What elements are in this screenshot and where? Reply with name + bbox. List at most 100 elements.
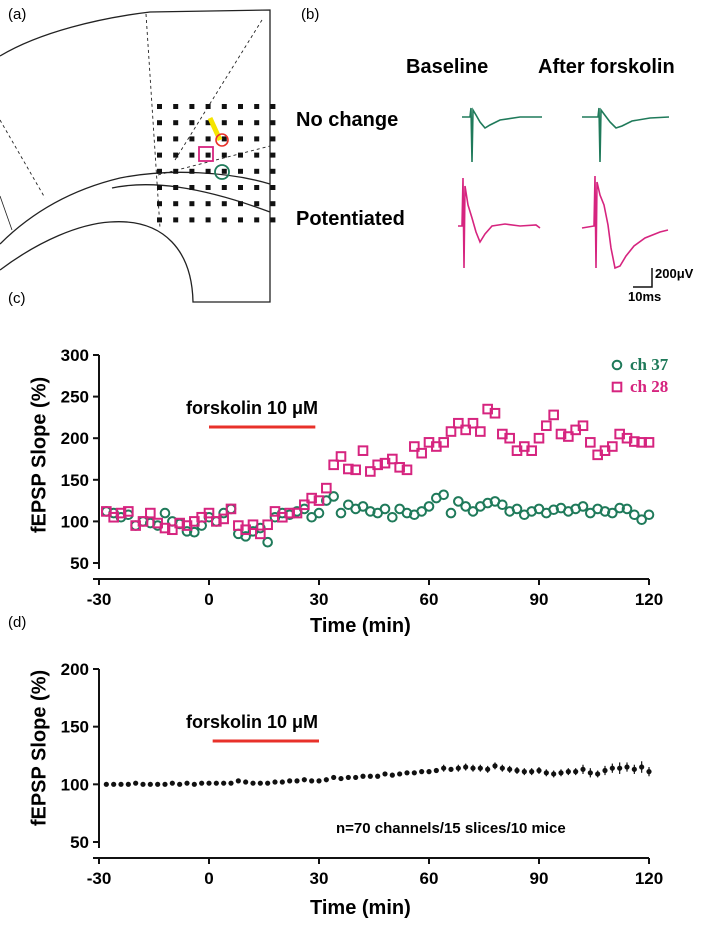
data-point-ch-37 [614, 502, 625, 514]
header-after-forskolin: After forskolin [538, 56, 675, 78]
data-point-ch-28 [174, 517, 185, 529]
electrode [238, 120, 243, 126]
data-point-mean [250, 780, 256, 786]
data-point-ch-28 [526, 445, 537, 456]
data-point-mean [558, 770, 564, 776]
data-point-ch-37 [423, 501, 435, 512]
data-point-mean [243, 779, 249, 785]
data-point-ch-28 [607, 441, 618, 452]
data-point-mean [133, 780, 139, 786]
data-point-ch-37 [453, 496, 464, 507]
data-point-ch-28 [365, 466, 376, 477]
electrode [254, 104, 260, 109]
data-point-mean [323, 777, 329, 783]
data-point-ch-28 [123, 506, 134, 517]
electrode [254, 201, 260, 207]
data-point-ch-37 [629, 509, 640, 521]
data-point-mean [639, 764, 645, 770]
electrode [254, 136, 260, 142]
data-point-mean [426, 769, 432, 775]
scale-bar [633, 268, 653, 288]
data-point-ch-37 [636, 514, 647, 526]
data-point-ch-28 [387, 453, 398, 465]
data-point-ch-28 [394, 462, 405, 473]
data-point-mean [543, 770, 549, 776]
data-point-mean [118, 781, 124, 787]
electrode [238, 136, 243, 142]
electrode [189, 201, 195, 207]
x-tick-label: 90 [530, 869, 549, 888]
panel-d-label: (d) [8, 614, 27, 631]
data-point-ch-37 [467, 506, 479, 517]
data-point-ch-28 [255, 528, 266, 540]
electrode [270, 185, 276, 190]
panel-b-label: (b) [301, 6, 320, 23]
data-point-mean [265, 780, 271, 786]
slice-diagram [0, 9, 271, 303]
data-point-mean [609, 765, 615, 771]
data-point-ch-37 [607, 507, 618, 519]
electrode [205, 168, 211, 174]
data-point-ch-37 [387, 511, 398, 523]
data-point-mean [257, 780, 263, 786]
chart-c-xlabel: Time (min) [310, 615, 411, 637]
stimulating-electrode [207, 116, 223, 142]
data-point-ch-37 [511, 503, 523, 515]
data-point-ch-28 [357, 445, 369, 456]
data-point-ch-28 [306, 492, 317, 504]
trace-potentiated-baseline [458, 177, 541, 269]
data-point-ch-28 [284, 507, 295, 519]
data-point-ch-28 [159, 522, 171, 534]
electrode [189, 152, 195, 158]
data-point-mean [565, 769, 571, 775]
data-point-ch-37 [328, 491, 339, 502]
data-point-mean [272, 779, 278, 785]
x-tick-label: 60 [420, 869, 439, 888]
data-point-ch-28 [467, 417, 479, 429]
data-point-mean [441, 765, 447, 771]
data-point-mean [411, 770, 417, 776]
trace-potentiated-after [581, 175, 669, 270]
data-point-ch-28 [350, 464, 361, 476]
electrode [157, 201, 162, 207]
data-point-ch-37 [262, 536, 273, 548]
data-point-mean [507, 766, 513, 772]
x-tick-label: 120 [635, 590, 663, 609]
data-point-mean [375, 773, 381, 779]
data-point-mean [463, 764, 469, 770]
electrode [173, 168, 179, 174]
electrode [205, 201, 211, 207]
electrode [205, 152, 211, 158]
data-point-mean [162, 781, 168, 787]
scale-time-label: 10ms [628, 289, 662, 304]
data-point-mean [213, 780, 219, 786]
data-point-mean [147, 781, 153, 787]
data-point-ch-28 [636, 437, 647, 448]
data-point-ch-28 [101, 506, 112, 517]
data-point-ch-37 [335, 507, 347, 519]
electrode [254, 120, 260, 126]
panel-c-label: (c) [8, 290, 26, 307]
data-point-mean [382, 771, 388, 777]
electrode [254, 185, 260, 190]
data-point-ch-28 [504, 432, 515, 444]
y-tick-label: 200 [61, 660, 89, 679]
y-tick-label: 50 [70, 554, 89, 573]
electrode [238, 104, 243, 109]
electrode [157, 152, 162, 158]
electrode [221, 136, 227, 142]
data-point-ch-28 [262, 519, 273, 531]
data-point-mean [221, 780, 227, 786]
legend-ch37-marker [611, 359, 623, 371]
x-tick-label: 60 [420, 590, 439, 609]
data-point-ch-28 [291, 507, 303, 519]
data-point-ch-37 [621, 503, 633, 515]
electrode [221, 185, 227, 190]
electrode [254, 168, 260, 174]
data-point-mean [279, 779, 285, 785]
row-label-potentiated: Potentiated [296, 208, 405, 230]
chart-c: 50 100 150 200 250 300 -30 0 30 60 90 120 [61, 346, 664, 609]
data-point-ch-28 [585, 437, 596, 448]
data-point-ch-28 [145, 507, 156, 519]
